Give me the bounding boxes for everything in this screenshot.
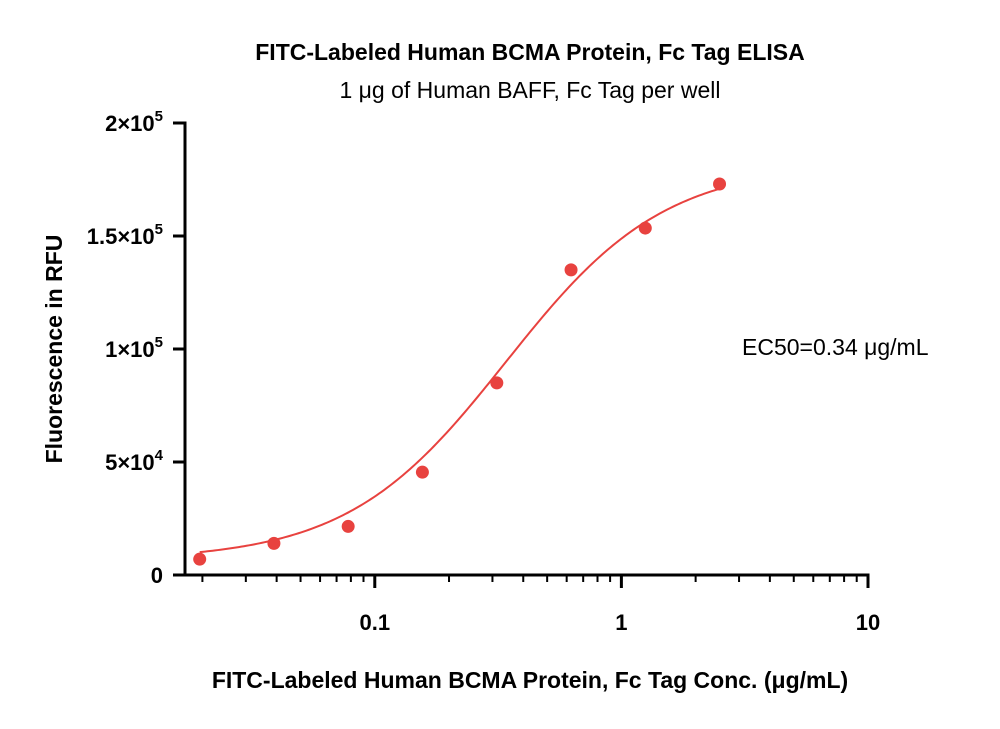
chart-subtitle: 1 μg of Human BAFF, Fc Tag per well bbox=[340, 77, 721, 103]
fit-curve bbox=[199, 187, 720, 554]
y-tick-label: 0 bbox=[151, 563, 163, 588]
x-tick-label: 1 bbox=[615, 610, 627, 635]
x-axis-label: FITC-Labeled Human BCMA Protein, Fc Tag … bbox=[212, 667, 848, 693]
data-point bbox=[490, 376, 504, 390]
y-axis-label: Fluorescence in RFU bbox=[41, 235, 67, 464]
x-tick-label: 0.1 bbox=[359, 610, 390, 635]
data-point bbox=[638, 221, 652, 235]
y-tick-label: 1.5×105 bbox=[87, 221, 163, 249]
y-tick-label-base: 1.5×10 bbox=[87, 224, 155, 249]
y-tick-label-base: 1×10 bbox=[105, 337, 155, 362]
y-tick-label: 2×105 bbox=[105, 108, 163, 136]
data-points bbox=[193, 177, 727, 566]
y-tick-label-exponent: 5 bbox=[155, 108, 163, 125]
y-tick-label-base: 0 bbox=[151, 563, 163, 588]
data-point bbox=[415, 465, 429, 479]
x-axis: 0.1 1 10 bbox=[183, 573, 880, 635]
chart-title: FITC-Labeled Human BCMA Protein, Fc Tag … bbox=[255, 39, 804, 65]
y-tick-label-exponent: 5 bbox=[155, 334, 163, 351]
x-tick-label: 10 bbox=[856, 610, 880, 635]
data-point bbox=[267, 536, 281, 550]
data-point bbox=[193, 552, 207, 566]
y-tick-label-base: 5×10 bbox=[105, 450, 155, 475]
y-tick-label-base: 2×10 bbox=[105, 111, 155, 136]
data-point bbox=[713, 177, 727, 191]
y-tick-label: 1×105 bbox=[105, 334, 163, 362]
y-tick-label-exponent: 4 bbox=[155, 447, 164, 464]
y-tick-label-exponent: 5 bbox=[155, 221, 163, 238]
data-point bbox=[341, 519, 355, 533]
y-tick-label: 5×104 bbox=[105, 447, 164, 475]
data-point bbox=[564, 263, 578, 277]
ec50-annotation: EC50=0.34 μg/mL bbox=[742, 334, 929, 360]
